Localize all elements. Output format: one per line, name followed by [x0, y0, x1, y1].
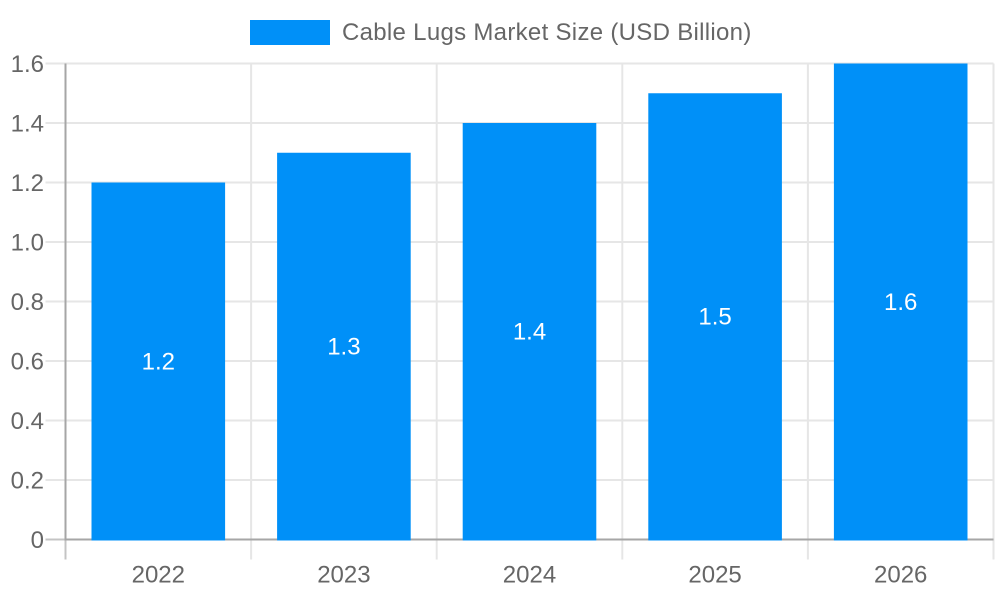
svg-text:0.6: 0.6	[11, 348, 44, 375]
svg-text:1.3: 1.3	[327, 333, 360, 360]
svg-text:1.5: 1.5	[698, 304, 731, 331]
svg-text:1.2: 1.2	[142, 348, 175, 375]
svg-text:0.8: 0.8	[11, 289, 44, 316]
svg-text:0: 0	[31, 527, 44, 554]
svg-text:1.2: 1.2	[11, 170, 44, 197]
svg-text:2026: 2026	[874, 562, 927, 589]
svg-text:1.6: 1.6	[11, 51, 44, 78]
svg-text:Cable Lugs Market Size (USD Bi: Cable Lugs Market Size (USD Billion)	[342, 19, 752, 46]
svg-text:0.2: 0.2	[11, 467, 44, 494]
svg-text:0.4: 0.4	[11, 408, 44, 435]
svg-text:1.4: 1.4	[513, 319, 546, 346]
svg-text:1.4: 1.4	[11, 110, 44, 137]
svg-text:2023: 2023	[317, 562, 370, 589]
svg-text:2024: 2024	[503, 562, 556, 589]
svg-text:2022: 2022	[132, 562, 185, 589]
svg-text:1.0: 1.0	[11, 229, 44, 256]
svg-text:1.6: 1.6	[884, 289, 917, 316]
svg-text:2025: 2025	[688, 562, 741, 589]
